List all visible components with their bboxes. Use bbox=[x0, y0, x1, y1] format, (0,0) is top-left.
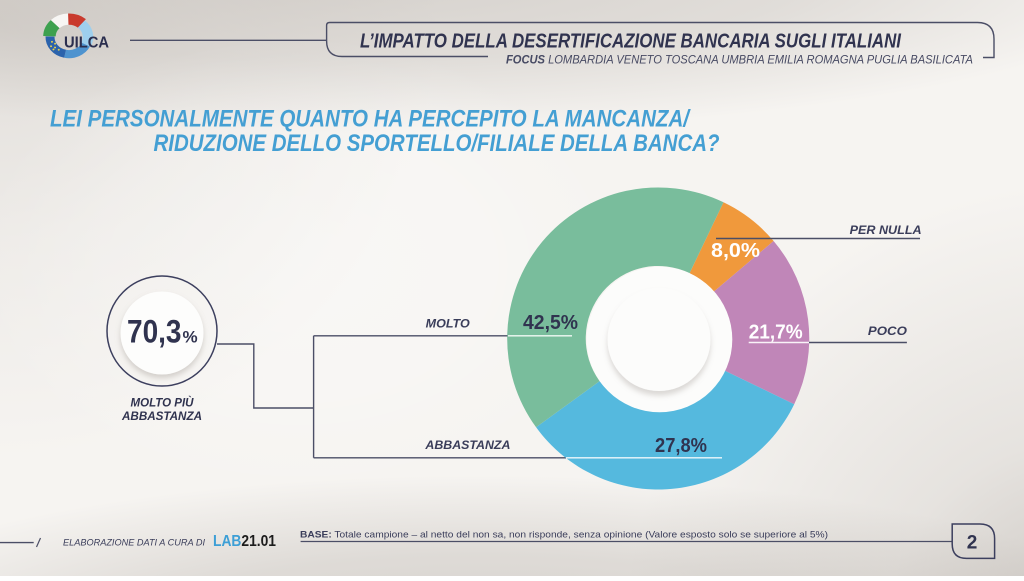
svg-text:UILCA: UILCA bbox=[64, 35, 109, 52]
svg-text:8,0%: 8,0% bbox=[711, 240, 760, 262]
svg-text:42,5%: 42,5% bbox=[523, 312, 578, 334]
svg-text:70,3: 70,3 bbox=[127, 314, 182, 350]
svg-text:L’IMPATTO DELLA DESERTIFICAZIO: L’IMPATTO DELLA DESERTIFICAZIONE BANCARI… bbox=[360, 29, 902, 52]
svg-text:LEI PERSONALMENTE QUANTO HA PE: LEI PERSONALMENTE QUANTO HA PERCEPITO LA… bbox=[50, 105, 691, 132]
svg-text:MOLTO: MOLTO bbox=[426, 319, 470, 331]
svg-text:FOCUS LOMBARDIA VENETO TOSC: FOCUS LOMBARDIA VENETO TOSCANA UMBRIA EM… bbox=[506, 55, 973, 67]
svg-text:21,7%: 21,7% bbox=[749, 322, 803, 344]
svg-text:ABBASTANZA: ABBASTANZA bbox=[424, 440, 510, 452]
svg-text:%: % bbox=[183, 328, 198, 347]
svg-text:RIDUZIONE DELLO SPORTELLO/FILI: RIDUZIONE DELLO SPORTELLO/FILIALE DELLA … bbox=[154, 130, 720, 157]
svg-text:LAB21.01: LAB21.01 bbox=[213, 533, 276, 550]
svg-text:27,8%: 27,8% bbox=[655, 435, 707, 457]
svg-text:ELABORAZIONE DATI A CURA DI: ELABORAZIONE DATI A CURA DI bbox=[63, 538, 205, 549]
svg-text:BASE: Totale campione – al net: BASE: Totale campione – al netto del non… bbox=[300, 530, 828, 541]
svg-text:ABBASTANZA: ABBASTANZA bbox=[121, 411, 202, 423]
svg-text:MOLTO PIÙ: MOLTO PIÙ bbox=[131, 397, 195, 410]
svg-text:2: 2 bbox=[967, 533, 978, 554]
svg-text:PER NULLA: PER NULLA bbox=[850, 225, 922, 237]
svg-text:POCO: POCO bbox=[868, 326, 907, 338]
